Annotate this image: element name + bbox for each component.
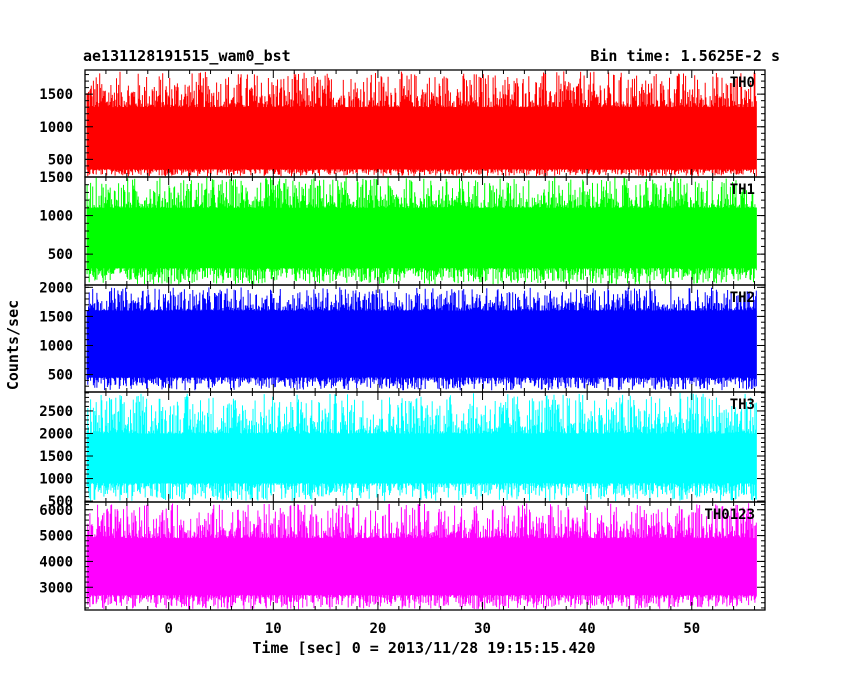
y-tick-label: 2000 [39,427,73,443]
y-tick-label: 1000 [39,120,73,136]
y-tick-label: 1500 [39,309,73,325]
x-tick-label: 10 [265,621,282,637]
panel-label-th3: TH3 [730,397,755,413]
panel-th0: 500 1000 1500 TH0 [39,69,766,178]
y-tick-label: 5000 [39,529,73,545]
x-tick-label: 20 [369,621,386,637]
series-band-th3 [87,433,757,484]
series-band-th0123 [87,538,757,595]
panel-th0123: 3000 4000 5000 6000 TH0123 [39,501,766,611]
series-band-th1 [87,207,757,269]
y-tick-label: 500 [48,494,73,510]
chart-title-right: Bin time: 1.5625E-2 s [590,47,780,65]
y-tick-label: 2000 [39,280,73,296]
y-axis-label: Counts/sec [4,300,22,390]
y-tick-label: 3000 [39,580,73,596]
y-tick-label: 500 [48,152,73,168]
panel-label-th1: TH1 [730,182,755,198]
series-band-th0 [87,107,757,170]
x-tick-label: 40 [579,621,596,637]
y-tick-label: 2500 [39,404,73,420]
y-tick-label: 1500 [39,87,73,103]
y-tick-label: 1000 [39,209,73,225]
x-tick-label: 30 [474,621,491,637]
panel-label-th2: TH2 [730,290,755,306]
x-tick-labels: 0 10 20 30 40 50 [164,621,700,637]
y-tick-label: 6000 [39,503,73,519]
y-tick-label: 500 [48,247,73,263]
y-tick-label: 1500 [39,449,73,465]
chart-title-left: ae131128191515_wam0_bst [83,47,291,65]
panel-th2: 500 1000 1500 2000 TH2 [39,280,766,393]
x-tick-label: 50 [683,621,700,637]
panel-label-th0: TH0 [730,75,755,91]
series-band-th2 [87,310,757,378]
x-tick-label: 0 [164,621,172,637]
panel-th3: 500 1000 1500 2000 2500 TH3 [39,391,766,510]
y-tick-label: 1000 [39,339,73,355]
panel-label-th0123: TH0123 [704,507,755,523]
y-tick-label: 1500 [39,170,73,186]
x-axis-label: Time [sec] 0 = 2013/11/28 19:15:15.420 [252,639,595,657]
y-tick-label: 500 [48,368,73,384]
panels-group: 500 1000 1500 TH0 500 1000 1500 TH1 500 1000 1500 2… [39,69,766,611]
y-tick-label: 1000 [39,472,73,488]
panel-th1: 500 1000 1500 TH1 [39,170,766,286]
y-tick-label: 4000 [39,554,73,570]
